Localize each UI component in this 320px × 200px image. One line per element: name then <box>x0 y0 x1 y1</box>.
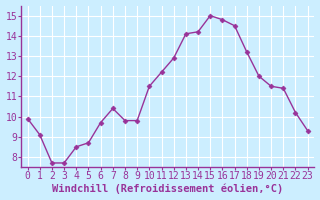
X-axis label: Windchill (Refroidissement éolien,°C): Windchill (Refroidissement éolien,°C) <box>52 184 283 194</box>
